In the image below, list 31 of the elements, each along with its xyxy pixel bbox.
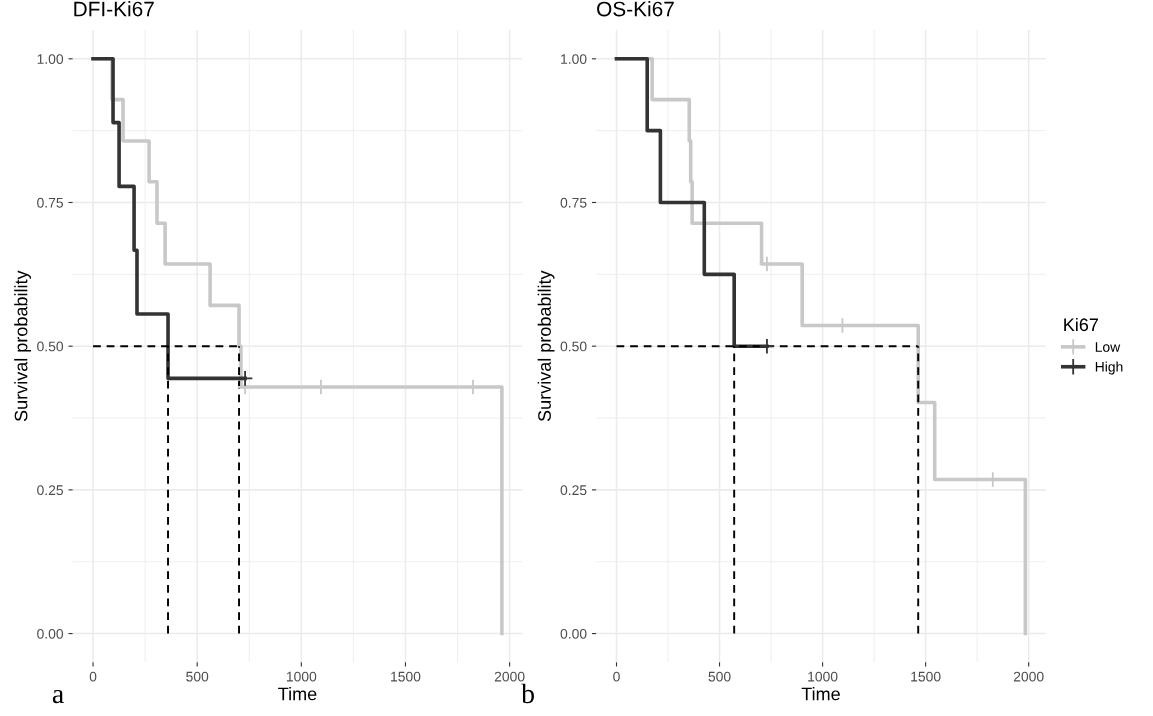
x-axis-title: Time — [801, 687, 840, 701]
y-tick-label: 0.75 — [560, 197, 587, 208]
x-axis-title: Time — [278, 687, 317, 701]
x-tick-label: 0 — [613, 671, 620, 682]
legend-title: Ki67 — [1064, 317, 1098, 332]
x-tick-label: 1500 — [911, 671, 941, 682]
y-tick-label: 1.00 — [561, 54, 587, 64]
chart-title: DFI-Ki67 — [74, 1, 154, 17]
y-tick-label: 0.75 — [37, 197, 64, 208]
legend-label: High — [1095, 361, 1123, 375]
y-tick-label: 0.00 — [37, 628, 64, 639]
x-tick-label: 1000 — [808, 671, 838, 682]
legend-label: Low — [1095, 342, 1121, 352]
y-tick-label: 0.25 — [560, 485, 587, 496]
text: b — [521, 683, 534, 704]
x-tick-label: 0 — [89, 671, 97, 682]
y-tick-label: 0.00 — [560, 628, 587, 639]
x-tick-label: 2000 — [1013, 671, 1044, 682]
x-tick-label: 2000 — [494, 671, 525, 682]
y-tick-label: 1.00 — [37, 54, 64, 64]
y-tick-label: 0.50 — [560, 341, 587, 352]
y-tick-label: 0.25 — [37, 485, 64, 496]
chart-title: OS-Ki67 — [597, 1, 674, 17]
y-axis-title: Survival probability — [14, 270, 32, 422]
x-tick-label: 1500 — [391, 671, 421, 682]
x-tick-label: 500 — [186, 671, 209, 682]
y-axis-title: Survival probability — [537, 270, 555, 422]
x-tick-label: 1000 — [286, 671, 317, 682]
x-tick-label: 500 — [708, 671, 731, 682]
text: a — [52, 689, 64, 704]
y-tick-label: 0.50 — [37, 341, 64, 352]
